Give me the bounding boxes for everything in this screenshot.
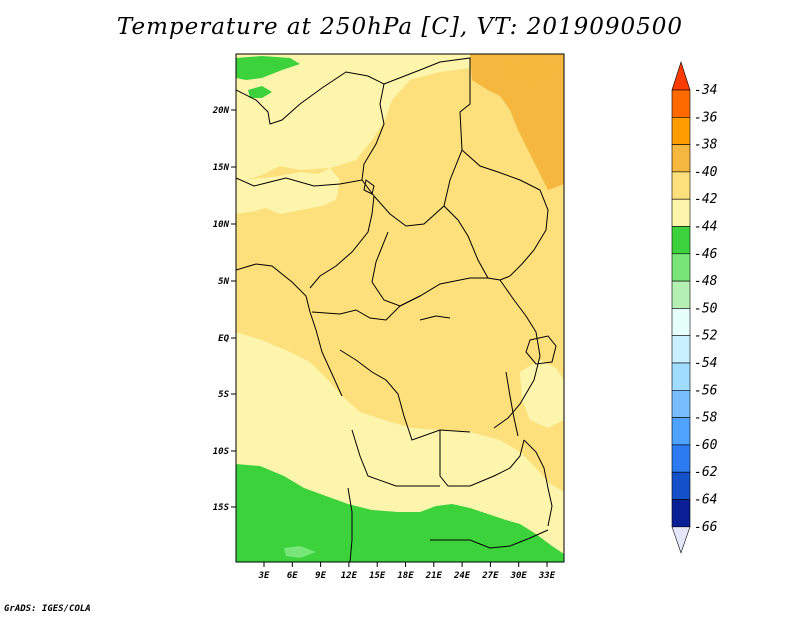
border-south-east xyxy=(430,529,549,549)
colorbar-swatch xyxy=(671,362,691,391)
colorbar-swatch xyxy=(671,280,691,309)
colorbar-label: -60 xyxy=(694,438,718,453)
colorbar-label: -54 xyxy=(694,356,717,371)
border-chad-sudan xyxy=(461,149,549,281)
border-nigeria xyxy=(236,177,375,289)
border-east-north xyxy=(383,57,471,207)
border-namibia xyxy=(347,487,353,562)
political-borders xyxy=(236,57,557,562)
lake-victoria xyxy=(525,335,557,365)
field-region-42-north xyxy=(236,54,470,180)
lon-label: 12E xyxy=(341,571,358,581)
field-patch-46-south xyxy=(284,546,316,558)
colorbar-label: -56 xyxy=(694,383,718,398)
lat-label: 10N xyxy=(213,220,230,230)
lat-label: 15N xyxy=(213,163,230,173)
colorbar-swatch xyxy=(671,499,691,528)
colorbar-label: -64 xyxy=(694,493,717,508)
colorbar-swatch xyxy=(671,198,691,227)
lon-label: 33E xyxy=(538,571,556,581)
colorbar-top-arrow xyxy=(671,61,691,91)
border-northwest xyxy=(236,71,385,181)
colorbar-swatch xyxy=(671,144,691,173)
colorbar-label: -38 xyxy=(694,138,718,153)
map-title: Temperature at 250hPa [C], VT: 201909050… xyxy=(116,14,684,40)
lake-tanganyika xyxy=(505,371,519,437)
field-region-44-south xyxy=(236,464,564,562)
lat-label: 20N xyxy=(212,106,230,116)
lon-label: 9E xyxy=(315,571,326,581)
colorbar-bottom-arrow xyxy=(671,526,691,554)
field-patch-44-northwest-1 xyxy=(236,56,300,80)
colorbar-swatch xyxy=(671,417,691,446)
colorbar-label: -36 xyxy=(694,110,718,125)
colorbar-swatch xyxy=(671,389,691,418)
border-drc-east xyxy=(493,279,541,429)
border-zambia xyxy=(439,430,525,487)
lon-label: 18E xyxy=(397,571,414,581)
field-region-36-northeast xyxy=(500,58,560,86)
colorbar-label: -44 xyxy=(694,220,717,235)
longitude-axis: 3E 6E 9E 12E 15E 18E 21E 24E 27E 30E 33E xyxy=(258,562,556,581)
lat-label: EQ xyxy=(218,334,229,344)
colorbar: -34 -36 -38 -40 -42 -44 -46 -48 -50 -52 -54 -56 -58 -… xyxy=(671,61,718,554)
lon-label: 30E xyxy=(510,571,528,581)
border-drc-north xyxy=(311,295,421,321)
colorbar-label: -50 xyxy=(694,301,718,316)
lat-label: 15S xyxy=(213,503,230,513)
colorbar-swatch xyxy=(671,171,691,200)
colorbar-swatch xyxy=(671,226,691,255)
border-angola-north xyxy=(339,349,471,441)
lat-label: 10S xyxy=(213,447,230,457)
lon-label: 21E xyxy=(425,571,443,581)
lon-label: 27E xyxy=(481,571,499,581)
colorbar-swatch xyxy=(671,117,691,145)
colorbar-label: -66 xyxy=(694,520,718,535)
lon-label: 24E xyxy=(453,571,471,581)
river-congo xyxy=(419,315,451,321)
colorbar-label: -42 xyxy=(694,192,718,207)
latitude-axis: 20N 15N 10N 5N EQ 5S 10S 15S xyxy=(212,106,236,513)
coastline-west xyxy=(236,263,343,397)
border-east-coast xyxy=(523,439,553,527)
field-region-42-west xyxy=(236,168,340,214)
border-cameroon xyxy=(373,195,501,281)
lon-label: 3E xyxy=(258,571,270,581)
lon-label: 15E xyxy=(369,571,386,581)
field-region-38-northeast xyxy=(470,54,564,190)
temperature-field xyxy=(236,54,564,562)
lake-chad xyxy=(363,179,375,195)
lat-label: 5N xyxy=(218,277,229,287)
map-frame xyxy=(235,53,565,563)
colorbar-swatch xyxy=(671,308,691,336)
colorbar-swatch xyxy=(671,444,691,473)
lat-label: 5S xyxy=(218,390,229,400)
field-patch-44-northwest-2 xyxy=(248,86,272,98)
colorbar-label: -58 xyxy=(694,411,718,426)
colorbar-label: -40 xyxy=(694,165,718,180)
colorbar-label: -62 xyxy=(694,465,718,480)
colorbar-label: -52 xyxy=(694,329,718,344)
colorbar-swatch xyxy=(671,335,691,364)
colorbar-label: -46 xyxy=(694,247,718,262)
colorbar-swatch xyxy=(671,89,691,118)
border-angola-south xyxy=(351,429,440,487)
lon-label: 6E xyxy=(287,571,298,581)
colorbar-label: -34 xyxy=(694,83,717,98)
colorbar-swatch xyxy=(671,253,691,282)
colorbar-swatch xyxy=(671,471,691,500)
field-patch-42-east xyxy=(520,360,564,428)
footer-credit: GrADS: IGES/COLA xyxy=(4,604,91,614)
colorbar-label: -48 xyxy=(694,274,718,289)
